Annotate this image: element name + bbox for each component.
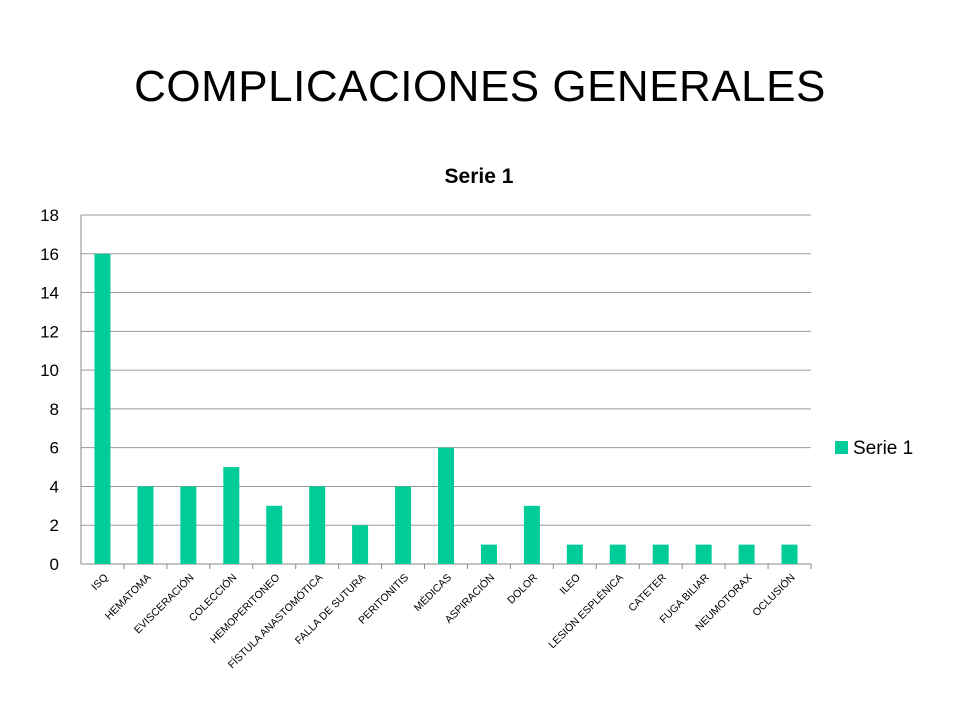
- x-category-label: OCLUSIÓN: [750, 571, 798, 619]
- bar: [94, 253, 111, 564]
- y-tick-label: 6: [50, 439, 59, 458]
- legend-swatch: [835, 441, 848, 454]
- y-axis-ticks: 0 2 4 6 8 10 12 14 16 18: [40, 206, 59, 574]
- slide-title: COMPLICACIONES GENERALES: [134, 62, 826, 111]
- y-tick-label: 10: [40, 361, 59, 380]
- y-tick-label: 8: [50, 400, 59, 419]
- y-tick-label: 14: [40, 284, 59, 303]
- bar: [695, 544, 712, 564]
- bars: [94, 253, 812, 569]
- x-category-label: DOLOR: [505, 571, 540, 606]
- legend-label: Serie 1: [853, 438, 913, 459]
- x-category-label: LESIÓN ESPLÉNICA: [546, 571, 626, 651]
- bar: [566, 544, 583, 564]
- bar: [438, 447, 454, 564]
- bar: [352, 525, 369, 564]
- y-tick-label: 12: [40, 322, 59, 341]
- x-axis-labels: ISQHEMATOMAEVISCERACIÓNCOLECCIÓNHEMOPERI…: [89, 571, 797, 671]
- bar: [781, 544, 798, 564]
- y-tick-label: 2: [50, 516, 59, 535]
- legend: Serie 1: [835, 438, 913, 459]
- bar: [309, 486, 326, 564]
- x-category-label: ILEO: [558, 572, 583, 597]
- x-category-label: MÉDICAS: [411, 571, 454, 614]
- bar: [266, 505, 283, 564]
- bar: [480, 544, 497, 564]
- x-category-label: CATETER: [626, 571, 669, 614]
- y-tick-label: 4: [50, 477, 59, 496]
- bar: [652, 544, 669, 564]
- y-tick-label: 18: [40, 206, 59, 225]
- bar: [137, 486, 154, 564]
- x-category-label: ISQ: [89, 572, 110, 593]
- bar: [738, 544, 755, 564]
- chart-title: Serie 1: [445, 165, 514, 188]
- y-tick-label: 0: [50, 555, 59, 574]
- bar: [223, 467, 240, 564]
- y-tick-label: 16: [40, 245, 59, 264]
- bar: [180, 486, 197, 564]
- bar: [523, 505, 540, 564]
- bar: [609, 544, 626, 564]
- bar: [395, 486, 412, 564]
